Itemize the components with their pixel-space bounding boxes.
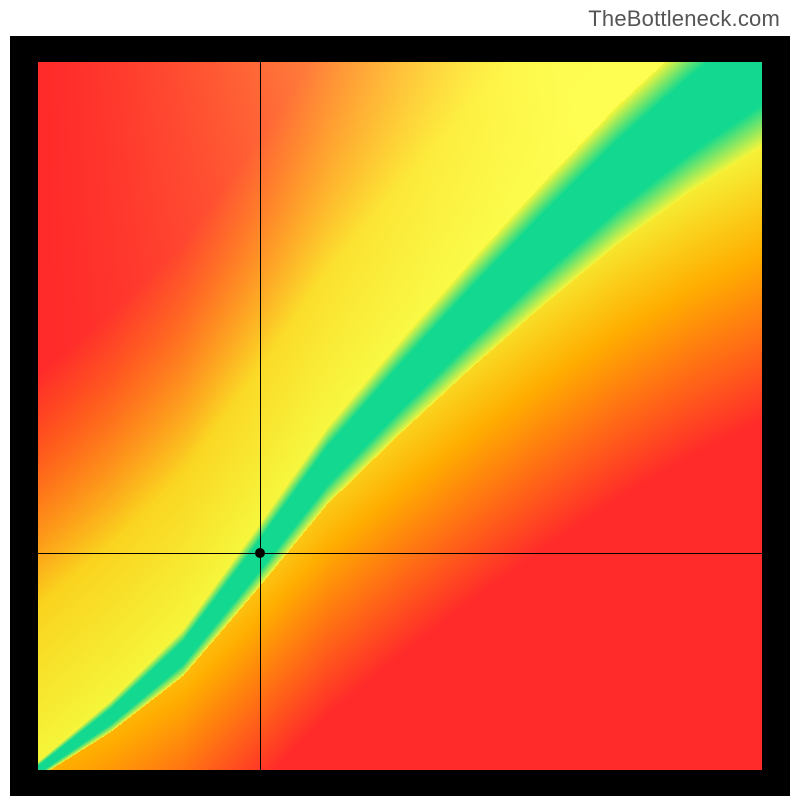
bottleneck-heatmap xyxy=(38,62,762,770)
crosshair-vertical xyxy=(260,62,261,770)
heatmap-outer-frame xyxy=(10,36,790,796)
crosshair-marker xyxy=(255,548,265,558)
bottleneck-heatmap-page: { "watermark": { "text": "TheBottleneck.… xyxy=(0,0,800,800)
watermark-text: TheBottleneck.com xyxy=(588,6,780,32)
crosshair-horizontal xyxy=(38,553,762,554)
heatmap-plot-area xyxy=(38,62,762,770)
